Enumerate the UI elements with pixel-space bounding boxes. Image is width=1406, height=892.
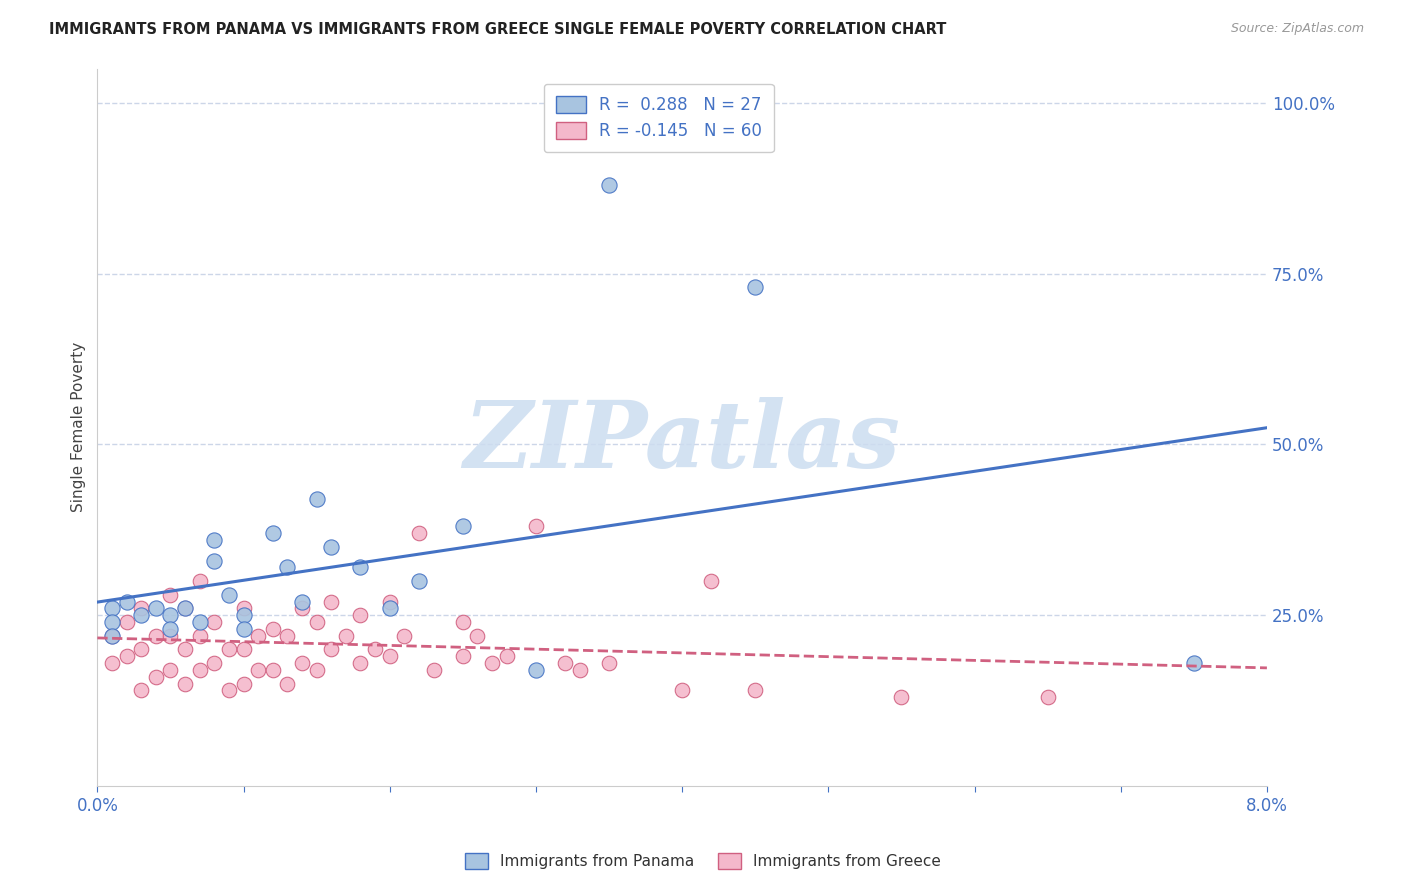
Point	[394, 629, 416, 643]
Point	[321, 540, 343, 554]
Point	[129, 683, 152, 698]
Point	[451, 615, 474, 629]
Point	[202, 553, 225, 567]
Point	[744, 280, 766, 294]
Point	[188, 574, 211, 588]
Point	[422, 663, 444, 677]
Point	[159, 622, 181, 636]
Point	[145, 601, 167, 615]
Point	[101, 629, 124, 643]
Point	[276, 676, 298, 690]
Point	[115, 615, 138, 629]
Point	[174, 601, 197, 615]
Point	[202, 656, 225, 670]
Point	[568, 663, 591, 677]
Point	[321, 594, 343, 608]
Point	[349, 656, 371, 670]
Text: ZIPatlas: ZIPatlas	[464, 397, 901, 487]
Point	[495, 649, 517, 664]
Point	[467, 629, 489, 643]
Point	[378, 601, 401, 615]
Point	[598, 656, 620, 670]
Point	[101, 656, 124, 670]
Point	[232, 642, 254, 657]
Y-axis label: Single Female Poverty: Single Female Poverty	[72, 343, 86, 513]
Point	[159, 608, 181, 623]
Point	[101, 601, 124, 615]
Point	[174, 676, 197, 690]
Point	[291, 601, 314, 615]
Point	[305, 663, 328, 677]
Point	[188, 663, 211, 677]
Point	[145, 670, 167, 684]
Point	[129, 601, 152, 615]
Point	[218, 642, 240, 657]
Point	[408, 526, 430, 541]
Point	[335, 629, 357, 643]
Point	[159, 663, 181, 677]
Point	[159, 629, 181, 643]
Point	[451, 519, 474, 533]
Point	[524, 663, 547, 677]
Legend: Immigrants from Panama, Immigrants from Greece: Immigrants from Panama, Immigrants from …	[460, 847, 946, 875]
Point	[700, 574, 723, 588]
Point	[305, 492, 328, 507]
Point	[378, 594, 401, 608]
Point	[129, 642, 152, 657]
Point	[364, 642, 387, 657]
Point	[554, 656, 576, 670]
Point	[247, 663, 270, 677]
Point	[129, 608, 152, 623]
Point	[188, 629, 211, 643]
Point	[232, 608, 254, 623]
Point	[291, 594, 314, 608]
Point	[349, 608, 371, 623]
Point	[671, 683, 693, 698]
Point	[188, 615, 211, 629]
Point	[305, 615, 328, 629]
Point	[159, 588, 181, 602]
Point	[276, 629, 298, 643]
Point	[202, 533, 225, 547]
Point	[321, 642, 343, 657]
Point	[1036, 690, 1059, 705]
Point	[232, 622, 254, 636]
Point	[262, 526, 284, 541]
Point	[174, 601, 197, 615]
Point	[218, 683, 240, 698]
Point	[451, 649, 474, 664]
Point	[145, 629, 167, 643]
Point	[598, 178, 620, 192]
Point	[218, 588, 240, 602]
Point	[232, 601, 254, 615]
Point	[115, 594, 138, 608]
Point	[524, 519, 547, 533]
Point	[232, 676, 254, 690]
Point	[101, 615, 124, 629]
Point	[101, 629, 124, 643]
Point	[262, 663, 284, 677]
Point	[349, 560, 371, 574]
Point	[262, 622, 284, 636]
Point	[890, 690, 912, 705]
Point	[202, 615, 225, 629]
Point	[291, 656, 314, 670]
Text: Source: ZipAtlas.com: Source: ZipAtlas.com	[1230, 22, 1364, 36]
Point	[408, 574, 430, 588]
Point	[115, 649, 138, 664]
Point	[481, 656, 503, 670]
Legend: R =  0.288   N = 27, R = -0.145   N = 60: R = 0.288 N = 27, R = -0.145 N = 60	[544, 84, 773, 152]
Point	[744, 683, 766, 698]
Point	[1182, 656, 1205, 670]
Point	[174, 642, 197, 657]
Point	[247, 629, 270, 643]
Point	[276, 560, 298, 574]
Text: IMMIGRANTS FROM PANAMA VS IMMIGRANTS FROM GREECE SINGLE FEMALE POVERTY CORRELATI: IMMIGRANTS FROM PANAMA VS IMMIGRANTS FRO…	[49, 22, 946, 37]
Point	[378, 649, 401, 664]
